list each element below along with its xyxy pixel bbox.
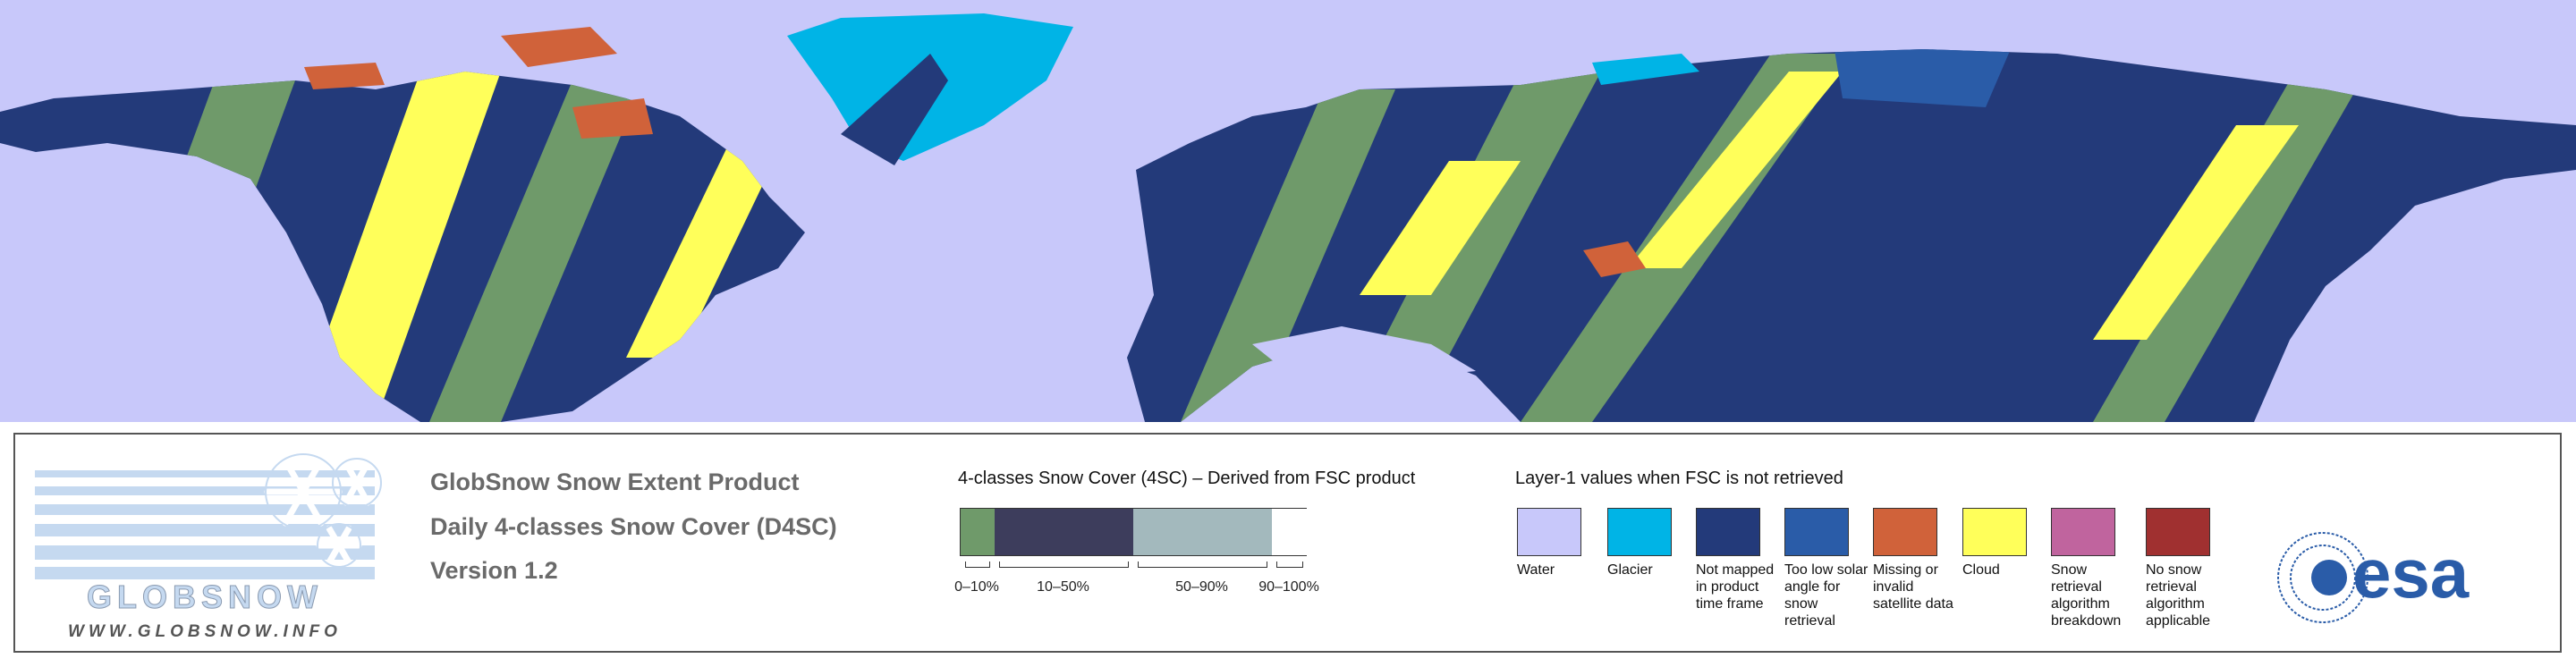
scale-bar xyxy=(960,508,1308,556)
logo-url: WWW.GLOBSNOW.INFO xyxy=(68,622,342,641)
legend-swatch xyxy=(1517,508,1581,556)
low-sun xyxy=(1834,49,2012,107)
esa-emblem-core xyxy=(2311,560,2347,595)
land xyxy=(0,49,2576,422)
snowflake-outlines xyxy=(265,453,382,568)
product-subtitle: Daily 4-classes Snow Cover (D4SC) xyxy=(430,513,837,540)
cloud-swath xyxy=(626,134,787,358)
legend-label: Cloud xyxy=(1962,562,2000,578)
legend-swatch xyxy=(2146,508,2210,556)
swath xyxy=(429,80,644,422)
logo-name: GLOBSNOW xyxy=(87,578,323,615)
scale-label: 10–50% xyxy=(1037,579,1089,595)
scale-bracket xyxy=(1276,561,1303,568)
snowflakes xyxy=(264,457,383,566)
sea xyxy=(1252,326,1476,380)
legend-swatch xyxy=(1873,508,1937,556)
esa-name: esa xyxy=(2352,534,2470,612)
product-version: Version 1.2 xyxy=(430,557,558,584)
legend-panel: GLOBSNOW WWW.GLOBSNOW.INFO GlobSnow Snow… xyxy=(13,433,2562,653)
legend-label: No snow retrieval algorithm applicable xyxy=(2146,562,2211,629)
legend-label: Water xyxy=(1517,562,1555,578)
scale-title: 4-classes Snow Cover (4SC) – Derived fro… xyxy=(958,469,1416,488)
legend-swatch xyxy=(1696,508,1760,556)
scale-segment xyxy=(961,509,995,555)
layer1-title: Layer-1 values when FSC is not retrieved xyxy=(1515,469,1843,488)
scale-segment xyxy=(995,509,1133,555)
cloud-swath xyxy=(1628,72,1843,268)
legend-label: Missing or invalid satellite data xyxy=(1873,562,1953,612)
logo-stripes xyxy=(35,470,375,579)
arctic-islands xyxy=(501,27,617,67)
arctic-islands xyxy=(1592,54,1699,85)
layer1-legend: Water Glacier Not mapped in product time f… xyxy=(15,435,2560,651)
arctic-islands xyxy=(572,98,653,139)
scale-label: 90–100% xyxy=(1258,579,1319,595)
legend-swatch xyxy=(1962,508,2027,556)
swath xyxy=(2093,80,2361,422)
scale-bracket xyxy=(1138,561,1267,568)
scale-label: 50–90% xyxy=(1175,579,1228,595)
swath xyxy=(1342,72,1601,422)
scale-bracket xyxy=(965,561,990,568)
cloud-swath xyxy=(1360,161,1521,295)
legend-label: Too low solar angle for snow retrieval xyxy=(1784,562,1868,629)
scale-segment xyxy=(1133,509,1272,555)
swath xyxy=(1181,89,1395,422)
legend-label: Glacier xyxy=(1607,562,1653,578)
scale-bracket xyxy=(999,561,1129,568)
globsnow-logo: GLOBSNOW WWW.GLOBSNOW.INFO xyxy=(35,453,383,641)
esa-logo: esa xyxy=(2277,532,2470,623)
scale-label: 0–10% xyxy=(954,579,999,595)
missing-data xyxy=(1583,241,1646,277)
greenland-unmapped xyxy=(841,54,948,165)
scale-segment xyxy=(1272,509,1308,555)
legend-label: Not mapped in product time frame xyxy=(1696,562,1775,612)
arctic-islands xyxy=(304,63,385,89)
legend-swatch xyxy=(2051,508,2115,556)
legend-label: Snow retrieval algorithm breakdown xyxy=(2051,562,2122,629)
snow-map xyxy=(0,0,2576,422)
esa-emblem xyxy=(2277,532,2368,623)
cloud-swath xyxy=(295,72,501,422)
legend-swatch xyxy=(1784,508,1849,556)
product-title: GlobSnow Snow Extent Product xyxy=(430,469,800,495)
legend-swatch xyxy=(1607,508,1672,556)
cloud-swath xyxy=(2093,125,2299,340)
